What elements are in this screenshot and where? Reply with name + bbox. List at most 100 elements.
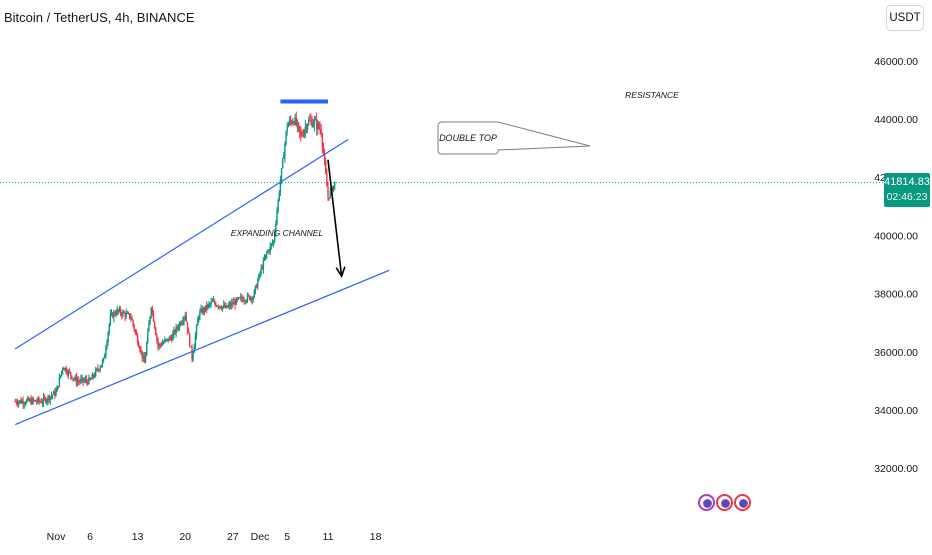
candle [183, 316, 185, 326]
x-tick-label: 13 [132, 531, 144, 543]
candle [100, 364, 103, 368]
y-tick-label: 40000.00 [874, 230, 918, 242]
candle [320, 124, 322, 138]
drawings[interactable] [14, 99, 390, 426]
price-axis[interactable]: 32000.00 34000.00 36000.00 38000.00 40000.00… [874, 56, 918, 475]
double-top-callout[interactable]: DOUBLE TOP [437, 121, 591, 155]
candle [148, 319, 150, 332]
candle [284, 141, 286, 163]
candle [277, 198, 279, 214]
candle [332, 185, 335, 193]
candle [128, 313, 131, 320]
candle [198, 314, 200, 323]
candle [80, 374, 82, 385]
candle [303, 129, 305, 139]
candle [153, 320, 156, 330]
y-tick-label: 32000.00 [874, 463, 918, 475]
candle [73, 376, 75, 382]
candle [269, 241, 271, 255]
candle [241, 294, 243, 303]
candle [39, 399, 41, 403]
candle [74, 374, 76, 381]
candle [242, 295, 244, 303]
candle [43, 394, 46, 401]
candle [133, 323, 135, 333]
candle [240, 292, 242, 302]
candle [210, 297, 212, 308]
candle [190, 346, 192, 348]
candle [319, 121, 321, 135]
candle [16, 398, 19, 407]
candle [90, 377, 92, 381]
candle [186, 321, 189, 335]
candle [59, 374, 62, 379]
candle [220, 304, 223, 311]
candle [166, 338, 168, 342]
candle [249, 295, 251, 301]
candle [279, 175, 282, 197]
candle [218, 305, 220, 311]
candle [194, 331, 197, 350]
candle [14, 398, 16, 403]
candle [288, 116, 291, 126]
time-axis[interactable]: Nov 6 13 20 27 Dec 5 11 18 [47, 531, 382, 543]
candle [168, 335, 171, 341]
candle [199, 308, 201, 321]
candle [81, 374, 83, 384]
symbol-title[interactable]: Bitcoin / TetherUS, 4h, BINANCE [4, 10, 195, 25]
candle [185, 311, 188, 323]
currency-button[interactable]: USDT [886, 5, 924, 31]
candle [232, 298, 234, 309]
current-price-label: 41814.83 [884, 176, 930, 188]
candle [234, 298, 236, 310]
candle [38, 396, 40, 406]
candle [72, 378, 74, 382]
candle [263, 253, 266, 262]
candle [106, 339, 108, 350]
double-top-label: DOUBLE TOP [439, 133, 497, 143]
candle [275, 219, 277, 237]
candle [147, 328, 149, 344]
candle [127, 311, 130, 315]
channel-label: EXPANDING CHANNEL [231, 228, 324, 238]
candle [56, 385, 58, 392]
y-tick-label: 46000.00 [874, 56, 918, 68]
candle [54, 387, 56, 399]
channel-upper-line[interactable] [14, 138, 349, 350]
double-top-callout-shape[interactable] [437, 121, 591, 155]
candle [149, 316, 151, 326]
candle [99, 365, 101, 373]
candle [144, 351, 147, 364]
candle [226, 305, 228, 309]
candle [165, 338, 167, 343]
x-tick-label: 18 [370, 531, 382, 543]
candle [322, 142, 325, 156]
candle [46, 398, 48, 406]
projection-arrow[interactable] [327, 159, 343, 277]
candle [82, 377, 84, 387]
candle [125, 308, 127, 319]
candle [162, 340, 165, 345]
candle [41, 399, 44, 408]
candle [55, 387, 57, 397]
candle [26, 395, 29, 402]
candle [243, 296, 245, 305]
candle [104, 353, 106, 359]
candle [29, 397, 31, 403]
candle [140, 345, 142, 355]
candle [75, 372, 78, 387]
candle [102, 357, 105, 363]
candle [132, 319, 134, 328]
candle [327, 181, 329, 202]
candle [76, 376, 79, 387]
candle [175, 323, 177, 338]
candle [219, 305, 222, 309]
channel-lower-line[interactable] [14, 269, 390, 426]
candle [189, 332, 191, 348]
candle [98, 368, 100, 373]
candle [250, 296, 252, 303]
x-tick-label: 6 [87, 531, 93, 543]
candle [110, 309, 113, 317]
candle [114, 310, 116, 317]
candle [187, 327, 190, 334]
